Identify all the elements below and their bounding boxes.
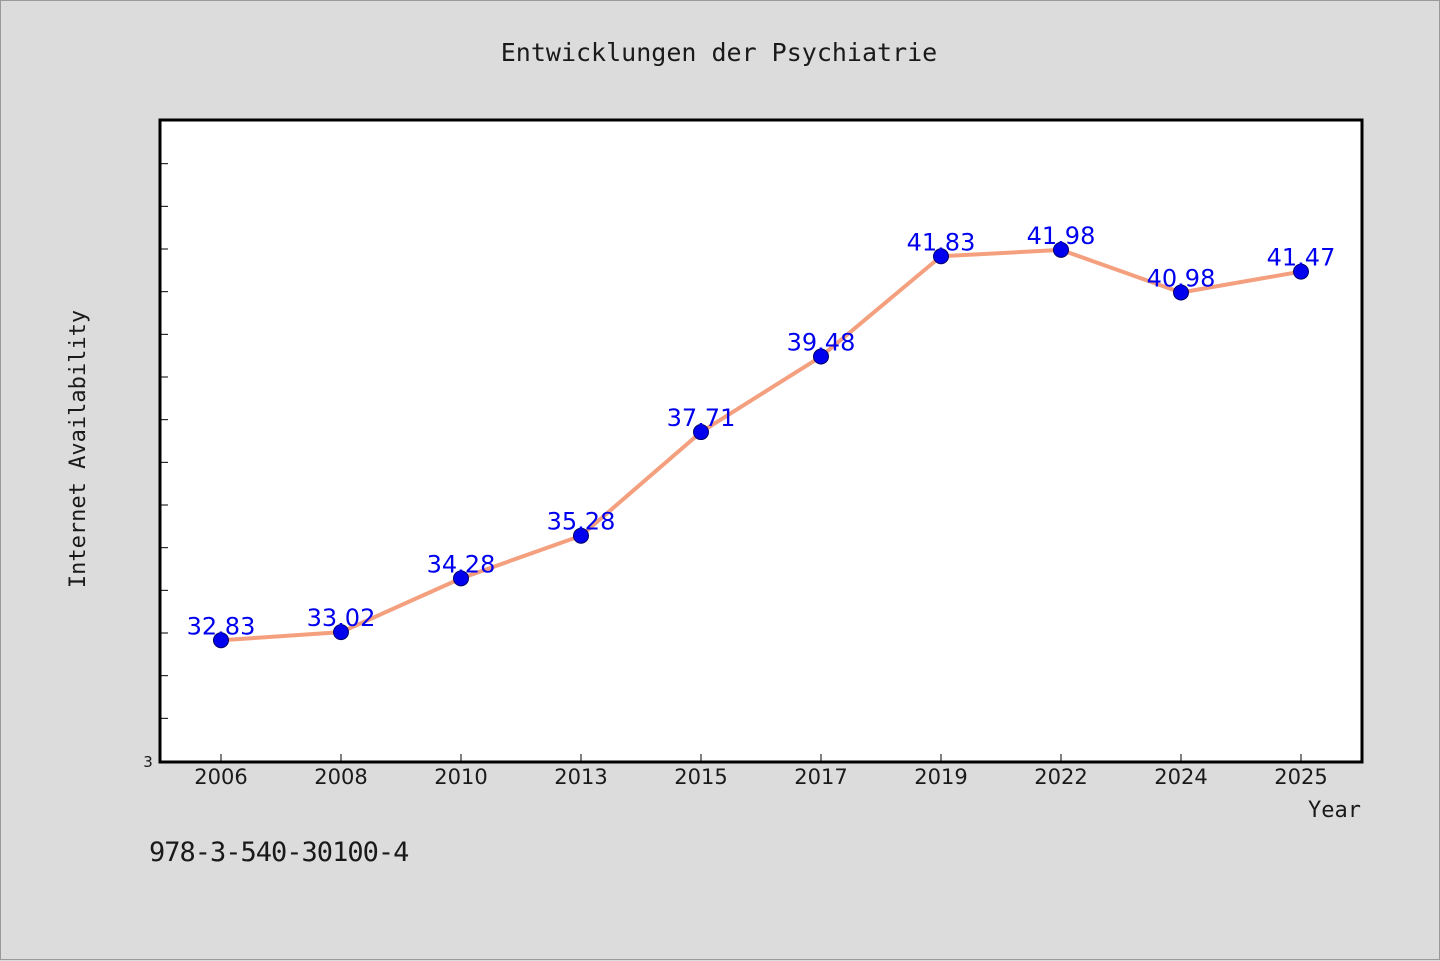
x-tick-label: 2015 (674, 765, 727, 789)
x-tick-label: 2025 (1274, 765, 1327, 789)
data-label: 41.83 (907, 228, 976, 256)
x-tick-label: 2024 (1154, 765, 1207, 789)
data-label: 41.98 (1027, 222, 1096, 250)
data-label: 39.48 (787, 329, 856, 357)
x-tick-label: 2022 (1034, 765, 1087, 789)
x-tick-label: 2010 (434, 765, 487, 789)
series-line (220, 247, 1302, 643)
y-tick-label: 3 (143, 753, 153, 771)
y-axis-ticks (161, 163, 168, 719)
plot-area (158, 118, 1364, 764)
data-label: 32.83 (187, 612, 256, 640)
data-point (1293, 263, 1309, 280)
x-tick-label: 2008 (314, 765, 367, 789)
x-axis-tick-labels: 2006 2008 2010 2013 2015 2017 2019 2022 2024 2025 (194, 765, 1327, 789)
data-label: 35.28 (547, 508, 616, 536)
x-tick-label: 2006 (194, 765, 247, 789)
chart-title: Entwicklungen der Psychiatrie (501, 38, 938, 67)
data-label: 34.28 (427, 550, 496, 578)
y-axis-label: Internet Availability (66, 310, 91, 588)
data-label: 41.47 (1267, 244, 1336, 272)
data-point (573, 527, 589, 544)
data-point (1053, 241, 1069, 258)
data-point (453, 570, 469, 587)
data-point (813, 348, 829, 365)
data-label: 40.98 (1147, 265, 1216, 293)
data-label: 37.71 (667, 404, 736, 432)
data-point (333, 624, 349, 641)
x-tick-label: 2019 (914, 765, 967, 789)
x-tick-label: 2013 (554, 765, 607, 789)
data-label: 33.02 (307, 604, 376, 632)
data-point (933, 248, 949, 265)
series-group: 32.83 33.02 34.28 35.28 37.71 39.48 41.83 41.98… (187, 222, 1336, 649)
x-axis-ticks (220, 754, 1302, 761)
footnote-isbn: 978-3-540-30100-4 (149, 837, 409, 868)
data-point (213, 632, 229, 649)
data-point (693, 424, 709, 441)
data-point (1173, 284, 1189, 301)
x-axis-label: Year (1308, 798, 1361, 823)
x-tick-label: 2017 (794, 765, 847, 789)
